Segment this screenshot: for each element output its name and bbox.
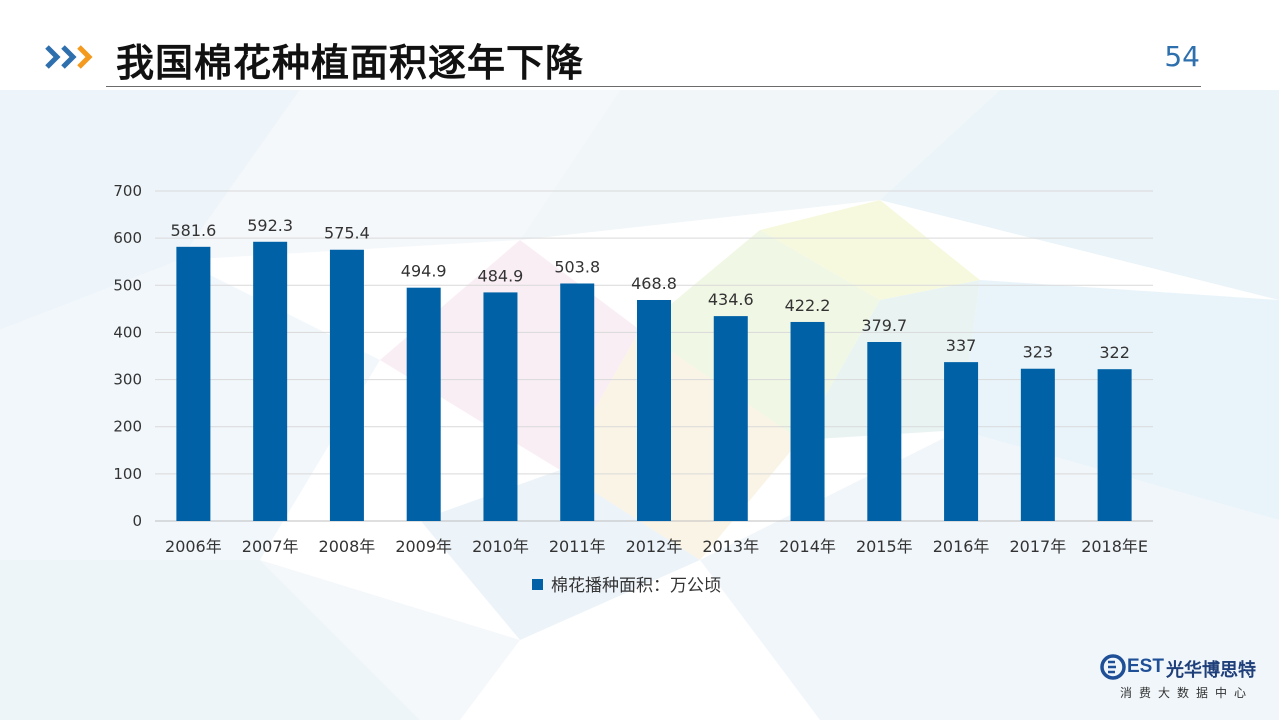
- data-label: 379.7: [861, 316, 907, 335]
- x-tick-label: 2012年: [626, 537, 683, 556]
- logo-brand-chinese: 光华博思特: [1166, 660, 1256, 681]
- legend-swatch: [532, 579, 543, 590]
- page-number: 54: [1164, 40, 1200, 73]
- x-tick-label: 2011年: [549, 537, 606, 556]
- bar: [713, 316, 748, 521]
- bar: [944, 362, 979, 521]
- data-label: 434.6: [708, 290, 754, 309]
- logo-brand-latin: EST: [1127, 656, 1164, 677]
- x-tick-label: 2016年: [933, 537, 990, 556]
- data-label: 494.9: [401, 262, 447, 281]
- brand-logo: EST 光华博思特 消费大数据中心: [1100, 652, 1270, 702]
- y-tick-label: 300: [113, 371, 142, 389]
- data-label: 337: [946, 336, 977, 355]
- data-label: 322: [1099, 343, 1130, 362]
- bar: [1097, 369, 1132, 521]
- x-axis-ticks: 2006年 2007年 2008年 2009年 2010年 2011年 2012年 2013年…: [165, 537, 1148, 556]
- y-tick-label: 700: [113, 182, 142, 200]
- chart-bars: [176, 241, 1132, 522]
- x-tick-label: 2014年: [779, 537, 836, 556]
- bar: [560, 283, 595, 521]
- data-label: 592.3: [247, 216, 293, 235]
- x-tick-label: 2018年E: [1081, 537, 1148, 556]
- data-label: 422.2: [785, 296, 831, 315]
- x-tick-label: 2010年: [472, 537, 529, 556]
- logo-subtitle: 消费大数据中心: [1120, 686, 1254, 700]
- x-tick-label: 2017年: [1009, 537, 1066, 556]
- y-tick-label: 600: [113, 229, 142, 247]
- y-tick-label: 500: [113, 276, 142, 294]
- data-label: 575.4: [324, 224, 370, 243]
- bar: [1020, 368, 1055, 521]
- bar: [253, 241, 288, 521]
- x-tick-label: 2009年: [395, 537, 452, 556]
- bar: [176, 246, 211, 521]
- bar: [483, 292, 518, 521]
- chevron-right-icon: [45, 45, 93, 69]
- y-axis-ticks: 0 100 200 300 400 500 600 700: [113, 182, 142, 530]
- bar: [637, 299, 671, 521]
- data-label: 503.8: [554, 257, 600, 276]
- y-tick-label: 0: [132, 512, 142, 530]
- logo-mark-icon: [1100, 654, 1126, 680]
- x-tick-label: 2008年: [319, 537, 376, 556]
- y-tick-label: 200: [113, 418, 142, 436]
- x-tick-label: 2013年: [702, 537, 759, 556]
- bar: [329, 249, 364, 522]
- title-divider: [106, 86, 1201, 87]
- x-tick-label: 2015年: [856, 537, 913, 556]
- data-label: 468.8: [631, 274, 677, 293]
- data-labels: 581.6 592.3 575.4 494.9 484.9 503.8 468.8 434.6…: [170, 216, 1129, 362]
- slide-title: 我国棉花种植面积逐年下降: [116, 41, 585, 85]
- bar: [867, 341, 902, 521]
- data-label: 323: [1023, 343, 1054, 362]
- bar: [790, 321, 825, 521]
- data-label: 581.6: [170, 221, 216, 240]
- slide-header: 我国棉花种植面积逐年下降 54: [0, 0, 1279, 90]
- y-tick-label: 100: [113, 465, 142, 483]
- chart-legend: 棉花播种面积：万公顷: [532, 576, 721, 596]
- x-tick-label: 2007年: [242, 537, 299, 556]
- y-tick-label: 400: [113, 323, 142, 341]
- x-tick-label: 2006年: [165, 537, 222, 556]
- bar: [406, 287, 441, 521]
- data-label: 484.9: [478, 266, 524, 285]
- legend-label: 棉花播种面积：万公顷: [551, 576, 721, 596]
